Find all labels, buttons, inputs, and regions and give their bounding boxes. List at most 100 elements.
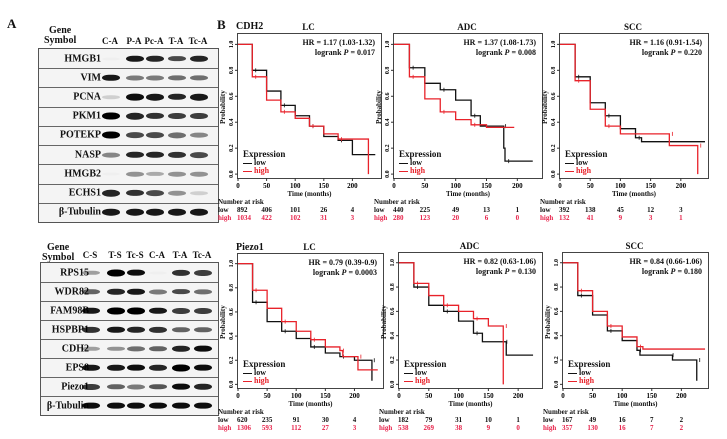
legend-title: Expression xyxy=(565,149,608,159)
x-tick-label: 150 xyxy=(647,392,658,400)
risk-count: 31 xyxy=(320,214,328,222)
p-symbol: P xyxy=(670,48,676,57)
blot-band xyxy=(82,288,100,295)
hazard-ratio-text: HR = 0.79 (0.39-0.9) logrank P = 0.0003 xyxy=(308,258,377,278)
blot-band xyxy=(172,269,190,276)
risk-count: 280 xyxy=(393,214,404,222)
blot-row: HSPBP1 xyxy=(41,320,218,340)
x-tick-label: 200 xyxy=(513,392,524,400)
blot-band xyxy=(127,384,145,389)
blot-band xyxy=(82,270,100,275)
y-tick-label: 0.2 xyxy=(551,144,557,152)
blot-gene-label: WDR82 xyxy=(54,286,89,297)
blot-row: POTEKP xyxy=(39,126,218,147)
risk-count: 16 xyxy=(618,424,626,432)
blot-gene-label: HMGB2 xyxy=(64,168,101,180)
risk-count: 235 xyxy=(261,416,273,424)
legend-item-high: high xyxy=(404,377,446,385)
blot-band xyxy=(168,75,186,81)
risk-count: 4 xyxy=(352,416,357,424)
legend-label: high xyxy=(579,376,595,385)
legend: Expression low high xyxy=(243,359,285,385)
risk-count: 182 xyxy=(398,416,409,424)
lane-label: C-A xyxy=(149,250,165,260)
blot-band xyxy=(194,402,212,409)
x-tick-label: 200 xyxy=(347,182,358,190)
legend-item-high: high xyxy=(399,167,441,175)
lane-label: C-S xyxy=(82,250,98,260)
blot-band xyxy=(194,288,212,295)
blot-row: CDH2 xyxy=(41,339,218,359)
blot-band xyxy=(190,171,208,177)
logrank-p-value: logrank P = 0.180 xyxy=(629,267,702,277)
blot-band xyxy=(107,326,125,333)
blot-band xyxy=(194,307,212,314)
km-svg: 0 50 100 150 200 0.0 0.2 0.4 0.6 0.8 1.0 xyxy=(229,41,376,190)
legend-label: low xyxy=(415,368,427,377)
legend-item-low: low xyxy=(404,369,446,377)
risk-count: 79 xyxy=(425,416,433,424)
y-tick-label: 1.0 xyxy=(390,259,396,267)
logrank-label: logrank xyxy=(312,268,342,277)
risk-count: 45 xyxy=(616,206,624,214)
blot-band xyxy=(102,95,120,99)
risk-count: 269 xyxy=(423,424,435,432)
risk-count: 112 xyxy=(291,424,302,432)
legend-item-low: low xyxy=(568,369,610,377)
y-tick-label: 0.2 xyxy=(229,356,235,364)
lane-label: Pc-A xyxy=(144,36,164,46)
hr-value: HR = 1.17 (1.03-1.32) xyxy=(302,38,375,47)
risk-count: 392 xyxy=(559,206,570,214)
legend-title: Expression xyxy=(404,359,447,369)
x-tick-label: 100 xyxy=(450,182,461,190)
legend-swatch xyxy=(243,162,252,164)
blot-band xyxy=(126,209,144,216)
legend-label: high xyxy=(254,166,270,175)
blot-row: β-Tubulin xyxy=(39,203,218,222)
risk-count: 102 xyxy=(289,214,301,222)
km-svg: 0 50 100 150 200 0.0 0.2 0.4 0.6 0.8 1.0 xyxy=(390,259,534,400)
x-tick-label: 50 xyxy=(264,392,272,400)
logrank-p-value: logrank P = 0.220 xyxy=(629,48,702,58)
km-title: SCC xyxy=(625,241,644,251)
blot-band xyxy=(168,113,186,120)
y-tick-label: 0.6 xyxy=(390,308,396,316)
risk-count: 30 xyxy=(321,416,329,424)
legend-label: low xyxy=(254,158,266,167)
logrank-p-value: logrank P = 0.017 xyxy=(302,48,375,58)
y-tick-label: 1.0 xyxy=(551,41,557,49)
blot-band xyxy=(82,326,100,333)
risk-count: 7 xyxy=(650,416,654,424)
blot-gene-label: NASP xyxy=(74,149,101,161)
blot-row: ECHS1 xyxy=(39,184,218,204)
blot-band xyxy=(102,74,120,82)
risk-count: 49 xyxy=(589,416,597,424)
km-row-gene-label: Piezo1 xyxy=(236,242,264,253)
legend-label: low xyxy=(579,368,591,377)
blot-gene-label: CDH2 xyxy=(61,343,89,354)
blot-band xyxy=(146,209,164,216)
risk-count: 9 xyxy=(618,214,623,222)
survival-curve-low xyxy=(394,43,533,162)
p-symbol: P xyxy=(670,267,676,276)
legend-label: high xyxy=(576,166,592,175)
blot-band xyxy=(127,345,145,352)
blot-band xyxy=(168,93,186,101)
blot-gene-label: HSPBP1 xyxy=(51,324,89,335)
logrank-label: logrank xyxy=(475,48,505,57)
western-blot-bottom: RPS15 WDR82 FAM98B HSPBP1 CDH2 EPS8 Piezo1 β-Tu… xyxy=(40,262,219,416)
lane-label: P-A xyxy=(126,36,142,46)
risk-count: 138 xyxy=(584,206,596,214)
x-tick-label: 100 xyxy=(615,182,626,190)
risk-row-label: low xyxy=(218,206,229,214)
y-tick-label: 1.0 xyxy=(554,259,560,267)
km-svg: 0 50 100 150 200 0.0 0.2 0.4 0.6 0.8 1.0 xyxy=(551,41,705,190)
blot-gene-label: PCNA xyxy=(73,91,101,103)
survival-curve-low xyxy=(238,43,376,156)
legend-item-low: low xyxy=(243,369,285,377)
blot-band xyxy=(146,93,164,101)
blot-band xyxy=(126,55,144,62)
blot-band xyxy=(126,151,144,158)
logrank-label: logrank xyxy=(314,48,344,57)
y-axis-label: Probability xyxy=(219,305,227,339)
